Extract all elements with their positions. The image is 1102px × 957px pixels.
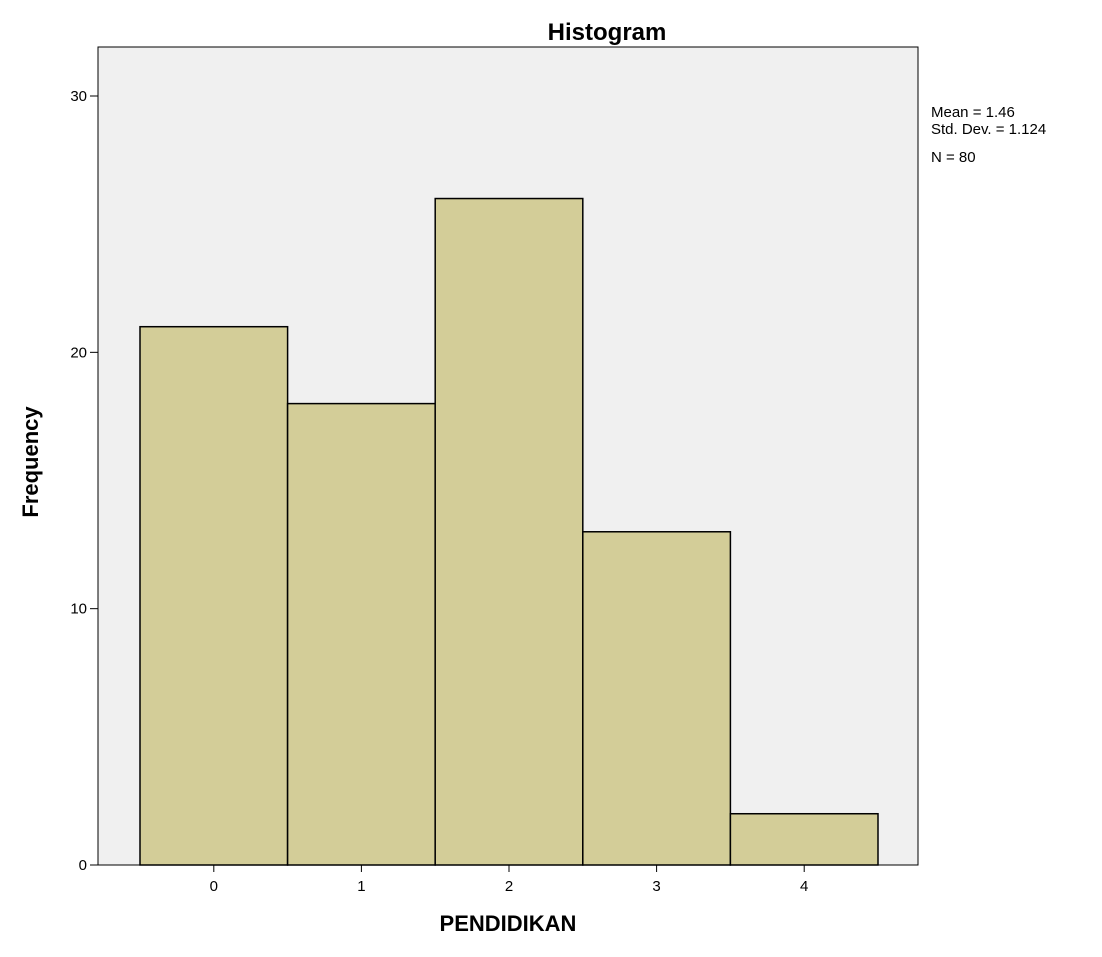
x-tick-label: 2 [505,878,513,895]
x-tick-label: 0 [210,878,218,895]
y-axis-title: Frequency [18,406,43,518]
y-tick-label: 10 [70,601,87,618]
stats-n: N = 80 [931,149,976,166]
x-axis-title: PENDIDIKAN [440,911,577,936]
histogram-bar [729,812,879,866]
chart-title: Histogram [548,19,667,46]
y-ticks-group: 0 10 20 30 [70,88,98,874]
histogram-bar [286,402,436,866]
histogram-bar [434,197,584,866]
x-tick-label: 3 [652,878,660,895]
stats-std-dev: Std. Dev. = 1.124 [931,121,1046,138]
stats-mean: Mean = 1.46 [931,104,1015,121]
bars-group [139,197,879,866]
x-tick-label: 1 [357,878,365,895]
y-tick-label: 30 [70,88,87,105]
x-tick-label: 4 [800,878,808,895]
y-tick-label: 20 [70,344,87,361]
y-tick-label: 0 [79,857,87,874]
histogram-bar [582,531,732,866]
histogram-bar [139,325,289,866]
x-ticks-group: 0 1 2 3 4 [210,865,808,895]
